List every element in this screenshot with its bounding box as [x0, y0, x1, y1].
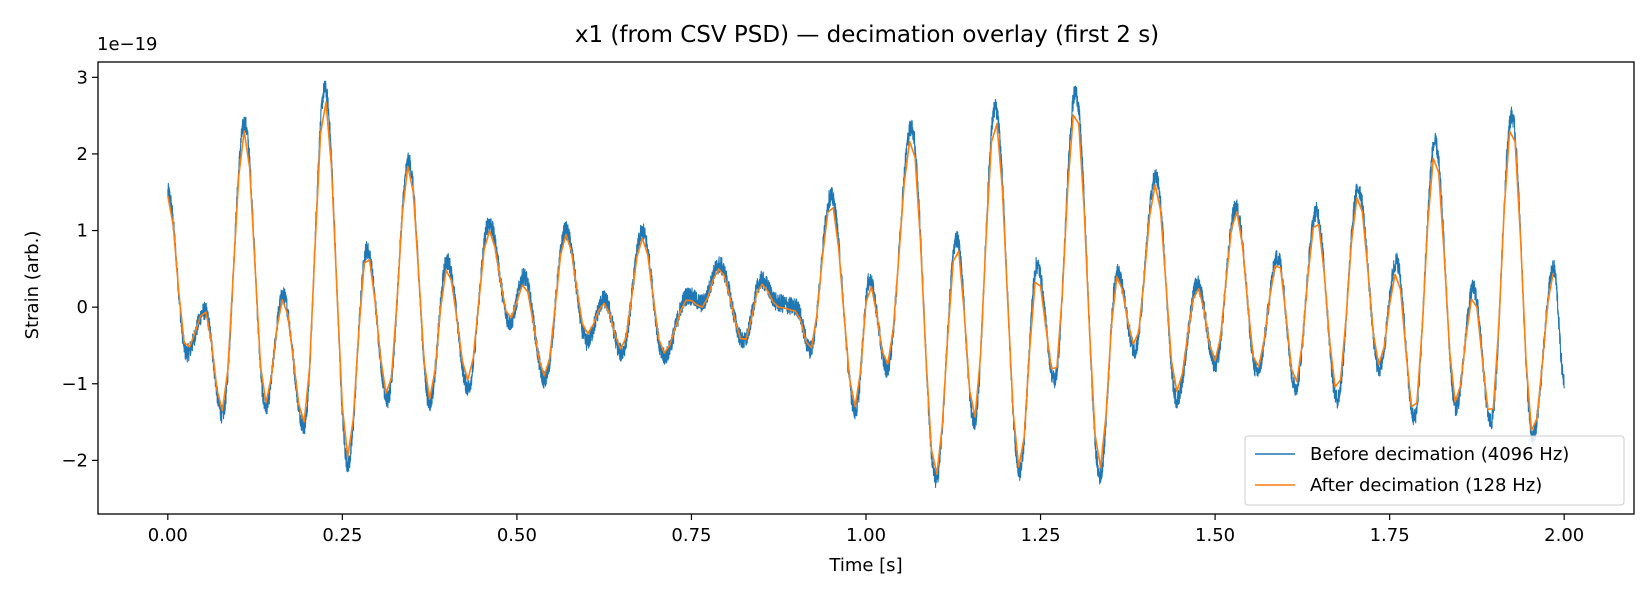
y-tick-label: 2	[77, 144, 88, 165]
legend: Before decimation (4096 Hz) After decima…	[1244, 435, 1625, 506]
x-tick-label: 0.50	[497, 525, 537, 546]
x-tick-label: 1.75	[1370, 525, 1410, 546]
y-tick-label: −1	[61, 374, 88, 395]
plot-area	[167, 80, 1565, 489]
y-tick-label: 0	[77, 297, 88, 318]
legend-label-before: Before decimation (4096 Hz)	[1310, 444, 1569, 465]
y-tick-label: −2	[61, 450, 88, 471]
x-tick-label: 0.00	[148, 525, 188, 546]
x-tick-label: 1.50	[1195, 525, 1235, 546]
chart-title: x1 (from CSV PSD) — decimation overlay (…	[575, 22, 1159, 48]
y-axis-label: Strain (arb.)	[22, 231, 43, 340]
y-tick-label: 3	[77, 67, 88, 88]
y-offset-label: 1e−19	[97, 34, 158, 55]
series-line-after-decimation	[167, 101, 1555, 475]
axes-frame	[97, 61, 1635, 515]
legend-box	[1244, 435, 1625, 506]
x-tick-label: 2.00	[1544, 525, 1584, 546]
x-axis-ticks: 0.00 0.25 0.50 0.75 1.00 1.25 1.50 1.75 2.00	[148, 514, 1584, 546]
y-tick-label: 1	[77, 221, 88, 242]
x-tick-label: 0.75	[671, 525, 711, 546]
y-axis-ticks: −2 −1 0 1 2 3	[61, 67, 98, 471]
x-tick-label: 1.00	[846, 525, 886, 546]
legend-label-after: After decimation (128 Hz)	[1310, 475, 1542, 496]
x-tick-label: 0.25	[322, 525, 362, 546]
x-axis-label: Time [s]	[828, 555, 902, 576]
x-tick-label: 1.25	[1021, 525, 1061, 546]
